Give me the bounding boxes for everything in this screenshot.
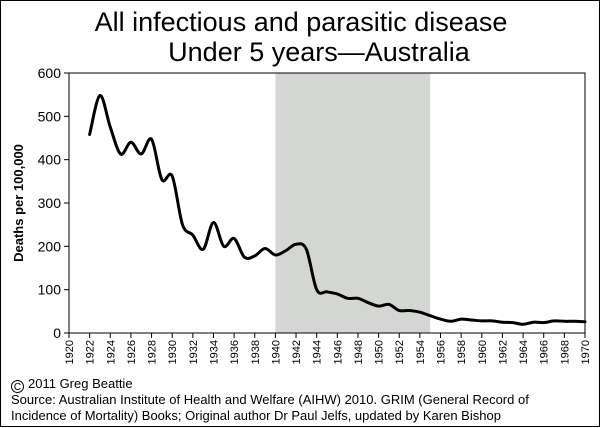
copyright-text: 2011 Greg Beattie bbox=[28, 376, 133, 391]
y-tick-label: 100 bbox=[38, 282, 62, 298]
x-tick-label: 1944 bbox=[312, 340, 324, 364]
y-tick-label: 400 bbox=[38, 152, 62, 168]
series-line bbox=[88, 93, 587, 326]
x-tick-label: 1960 bbox=[477, 340, 489, 364]
chart-title: All infectious and parasitic disease bbox=[94, 7, 508, 37]
x-tick-label: 1942 bbox=[291, 340, 303, 364]
x-tick-label: 1934 bbox=[208, 340, 220, 364]
x-tick-label: 1954 bbox=[415, 340, 427, 364]
x-tick-label: 1952 bbox=[394, 340, 406, 364]
y-tick-label: 300 bbox=[38, 195, 62, 211]
x-tick-label: 1968 bbox=[559, 340, 571, 364]
x-tick-label: 1956 bbox=[436, 340, 448, 364]
x-tick-label: 1936 bbox=[229, 340, 241, 364]
source-line-2: Incidence of Mortality) Books; Original … bbox=[11, 408, 501, 423]
y-tick-label: 600 bbox=[38, 65, 62, 81]
x-tick-label: 1922 bbox=[85, 340, 97, 364]
x-tick-label: 1966 bbox=[539, 340, 551, 364]
x-tick-label: 1932 bbox=[188, 340, 200, 364]
x-tick-label: 1958 bbox=[456, 340, 468, 364]
x-tick-label: 1964 bbox=[518, 340, 530, 364]
x-tick-label: 1930 bbox=[167, 340, 179, 364]
chart-subtitle: Under 5 years—Australia bbox=[168, 37, 470, 67]
x-tick-label: 1946 bbox=[332, 340, 344, 364]
x-tick-label: 1948 bbox=[353, 340, 365, 364]
x-tick-label: 1924 bbox=[105, 340, 117, 364]
y-tick-label: 500 bbox=[38, 108, 62, 124]
y-tick-label: 200 bbox=[38, 238, 62, 254]
x-tick-label: 1920 bbox=[64, 340, 76, 364]
copyright-icon: C bbox=[11, 380, 24, 393]
x-tick-label: 1950 bbox=[374, 340, 386, 364]
x-tick-label: 1926 bbox=[126, 340, 138, 364]
x-tick-label: 1928 bbox=[147, 340, 159, 364]
x-tick-label: 1940 bbox=[270, 340, 282, 364]
x-tick-label: 1962 bbox=[497, 340, 509, 364]
y-axis-label: Deaths per 100,000 bbox=[11, 144, 26, 262]
source-line-1: Source: Australian Institute of Health a… bbox=[11, 392, 529, 407]
shaded-region bbox=[275, 73, 431, 333]
x-tick-label: 1938 bbox=[250, 340, 262, 364]
copyright-line: C 2011 Greg Beattie bbox=[11, 376, 133, 393]
x-tick-label: 1970 bbox=[580, 340, 592, 364]
y-tick-label: 0 bbox=[53, 325, 61, 341]
